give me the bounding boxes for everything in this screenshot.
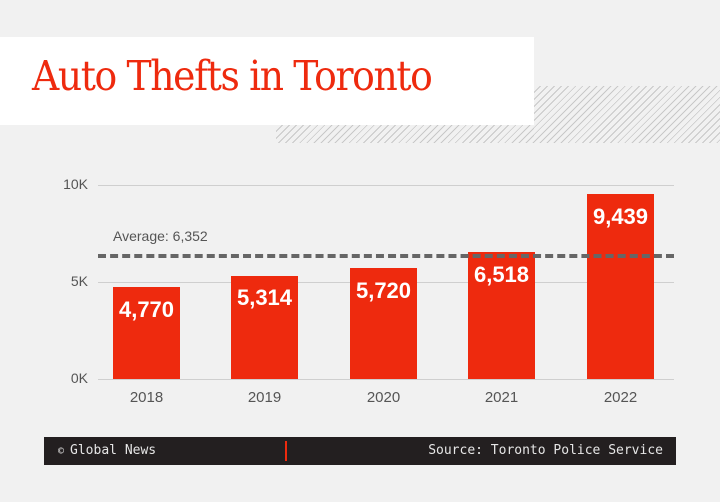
ytick-5k: 5K bbox=[70, 273, 88, 289]
hatch-decoration-bottom bbox=[276, 125, 534, 143]
xtick-2021: 2021 bbox=[484, 389, 519, 406]
footer-credit: © Global News bbox=[58, 443, 156, 458]
footer-bar: © Global News Source: Toronto Police Serv… bbox=[44, 437, 676, 465]
average-label: Average: 6,352 bbox=[113, 228, 208, 244]
xtick-2020: 2020 bbox=[366, 389, 401, 406]
xtick-2018: 2018 bbox=[129, 389, 164, 406]
ytick-0k: 0K bbox=[70, 370, 88, 386]
xtick-2019: 2019 bbox=[247, 389, 282, 406]
bar-value-label: 9,439 bbox=[592, 204, 649, 229]
bar-2019: 5,314 bbox=[231, 276, 298, 379]
bar-value-label: 5,314 bbox=[236, 285, 293, 310]
chart-title: Auto Thefts in Toronto bbox=[32, 52, 433, 100]
bar-value-label: 5,720 bbox=[355, 278, 412, 303]
footer-source: Source: Toronto Police Service bbox=[428, 443, 663, 458]
hatch-decoration-right bbox=[534, 86, 720, 143]
bar-value-label: 6,518 bbox=[473, 262, 530, 287]
average-line bbox=[98, 254, 674, 258]
title-box bbox=[0, 37, 534, 125]
footer-divider bbox=[285, 441, 287, 461]
bar-2022: 9,439 bbox=[587, 194, 654, 379]
gridline-10k bbox=[98, 185, 674, 186]
bar-2021: 6,518 bbox=[468, 252, 535, 379]
gridline-0k bbox=[98, 379, 674, 380]
bar-2020: 5,720 bbox=[350, 268, 417, 379]
credit-text: Global News bbox=[70, 443, 157, 458]
bar-2018: 4,770 bbox=[113, 287, 180, 379]
bar-value-label: 4,770 bbox=[118, 297, 175, 322]
copyright-icon: © bbox=[58, 446, 65, 457]
xtick-2022: 2022 bbox=[603, 389, 638, 406]
ytick-10k: 10K bbox=[63, 176, 88, 192]
